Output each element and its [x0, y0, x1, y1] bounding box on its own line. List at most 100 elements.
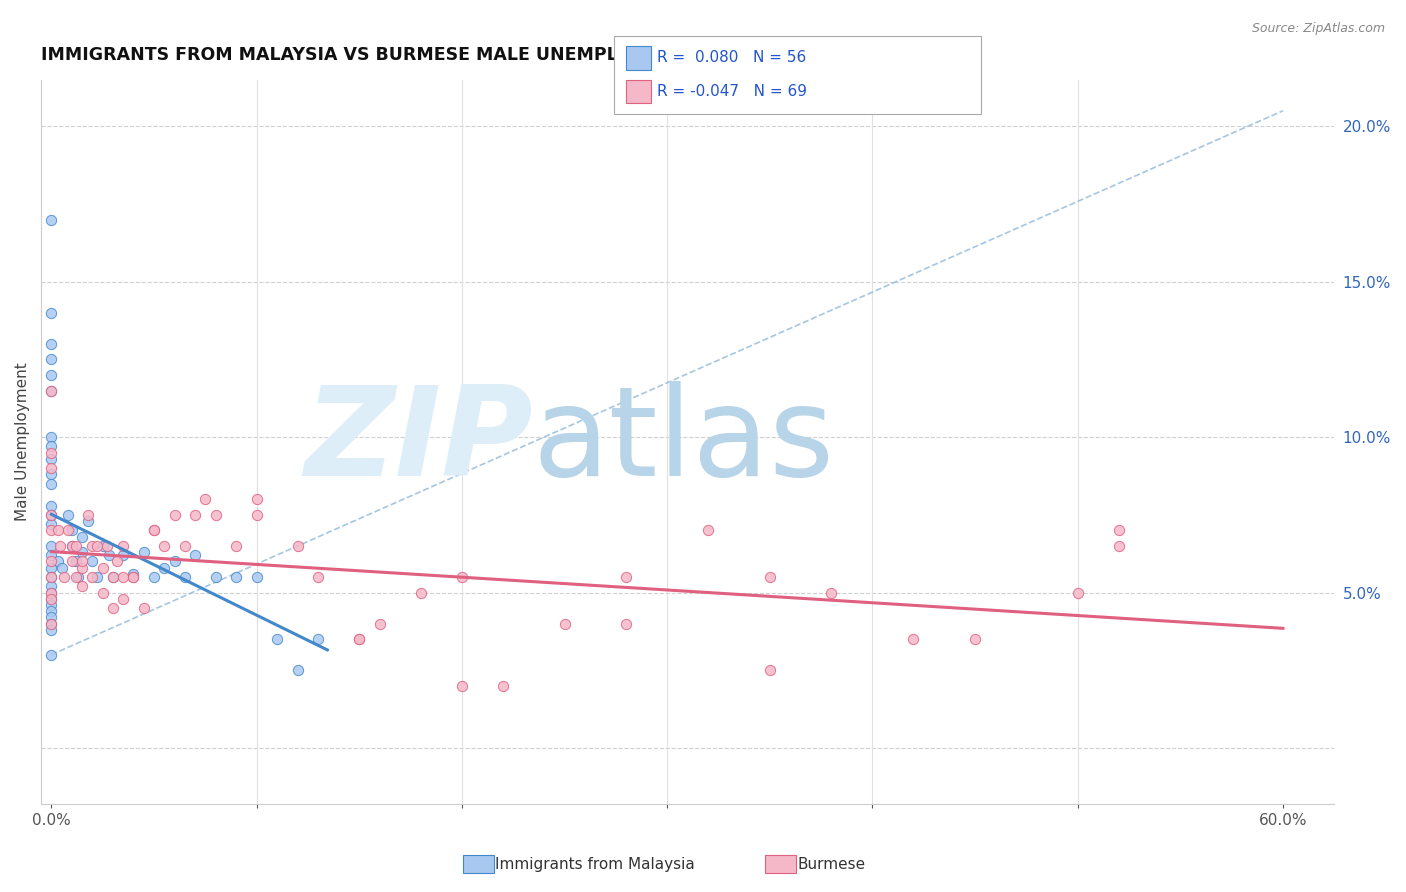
Point — [56, 508, 79, 522]
Point — [112, 570, 135, 584]
Text: Burmese: Burmese — [797, 857, 865, 871]
Point — [82, 554, 104, 568]
Point — [132, 545, 155, 559]
Point — [1108, 524, 1130, 538]
Point — [91, 560, 114, 574]
Point — [349, 632, 371, 647]
Y-axis label: Male Unemployment: Male Unemployment — [15, 362, 30, 521]
Point — [96, 539, 118, 553]
Point — [86, 539, 108, 553]
Point — [759, 663, 782, 677]
Point — [41, 570, 63, 584]
Point — [65, 570, 87, 584]
Point — [41, 461, 63, 475]
Point — [91, 585, 114, 599]
Point — [184, 508, 207, 522]
Point — [70, 579, 93, 593]
Point — [77, 508, 100, 522]
Point — [246, 570, 269, 584]
Point — [41, 604, 63, 618]
Point — [266, 632, 288, 647]
Point — [903, 632, 925, 647]
Point — [41, 476, 63, 491]
Point — [67, 570, 90, 584]
Point — [41, 648, 63, 662]
Point — [41, 598, 63, 612]
Point — [184, 548, 207, 562]
Point — [41, 539, 63, 553]
Point — [759, 570, 782, 584]
Point — [97, 548, 120, 562]
Point — [51, 560, 73, 574]
Point — [41, 508, 63, 522]
Point — [143, 524, 166, 538]
Point — [287, 539, 309, 553]
Point — [697, 524, 720, 538]
Point — [41, 445, 63, 459]
Point — [41, 306, 63, 320]
Point — [41, 579, 63, 593]
Point — [41, 352, 63, 367]
Point — [41, 616, 63, 631]
Point — [82, 570, 104, 584]
Point — [48, 539, 70, 553]
Point — [41, 337, 63, 351]
Point — [204, 570, 226, 584]
Point — [112, 591, 135, 606]
Point — [153, 560, 176, 574]
Point — [41, 524, 63, 538]
Point — [41, 517, 63, 532]
Point — [132, 601, 155, 615]
Text: IMMIGRANTS FROM MALAYSIA VS BURMESE MALE UNEMPLOYMENT CORRELATION CHART: IMMIGRANTS FROM MALAYSIA VS BURMESE MALE… — [41, 46, 914, 64]
Point — [46, 524, 69, 538]
Text: Immigrants from Malaysia: Immigrants from Malaysia — [495, 857, 695, 871]
Point — [41, 610, 63, 624]
Point — [368, 616, 391, 631]
Point — [409, 585, 432, 599]
Point — [194, 492, 217, 507]
Point — [60, 524, 83, 538]
Point — [614, 616, 637, 631]
Text: Source: ZipAtlas.com: Source: ZipAtlas.com — [1251, 22, 1385, 36]
Point — [56, 524, 79, 538]
Point — [41, 560, 63, 574]
Point — [614, 570, 637, 584]
Point — [82, 539, 104, 553]
Point — [204, 508, 226, 522]
Point — [492, 679, 515, 693]
Point — [143, 570, 166, 584]
Point — [65, 554, 87, 568]
Point — [41, 212, 63, 227]
Point — [41, 548, 63, 562]
Point — [451, 570, 474, 584]
Point — [163, 508, 186, 522]
Point — [41, 440, 63, 454]
Point — [41, 451, 63, 466]
Point — [122, 566, 145, 581]
Point — [1067, 585, 1090, 599]
Point — [46, 554, 69, 568]
Point — [112, 539, 135, 553]
Text: R = -0.047   N = 69: R = -0.047 N = 69 — [657, 85, 807, 99]
Point — [122, 570, 145, 584]
Point — [41, 585, 63, 599]
Point — [52, 570, 75, 584]
Point — [246, 508, 269, 522]
Point — [307, 570, 329, 584]
Point — [820, 585, 842, 599]
Point — [554, 616, 576, 631]
Point — [70, 554, 93, 568]
Point — [41, 585, 63, 599]
Point — [101, 570, 124, 584]
Point — [77, 514, 100, 528]
Point — [41, 591, 63, 606]
Point — [60, 554, 83, 568]
Point — [60, 539, 83, 553]
Point — [70, 545, 93, 559]
Point — [41, 384, 63, 398]
Point — [65, 539, 87, 553]
Point — [41, 623, 63, 637]
Text: ZIP: ZIP — [304, 381, 533, 502]
Point — [307, 632, 329, 647]
Point — [86, 570, 108, 584]
